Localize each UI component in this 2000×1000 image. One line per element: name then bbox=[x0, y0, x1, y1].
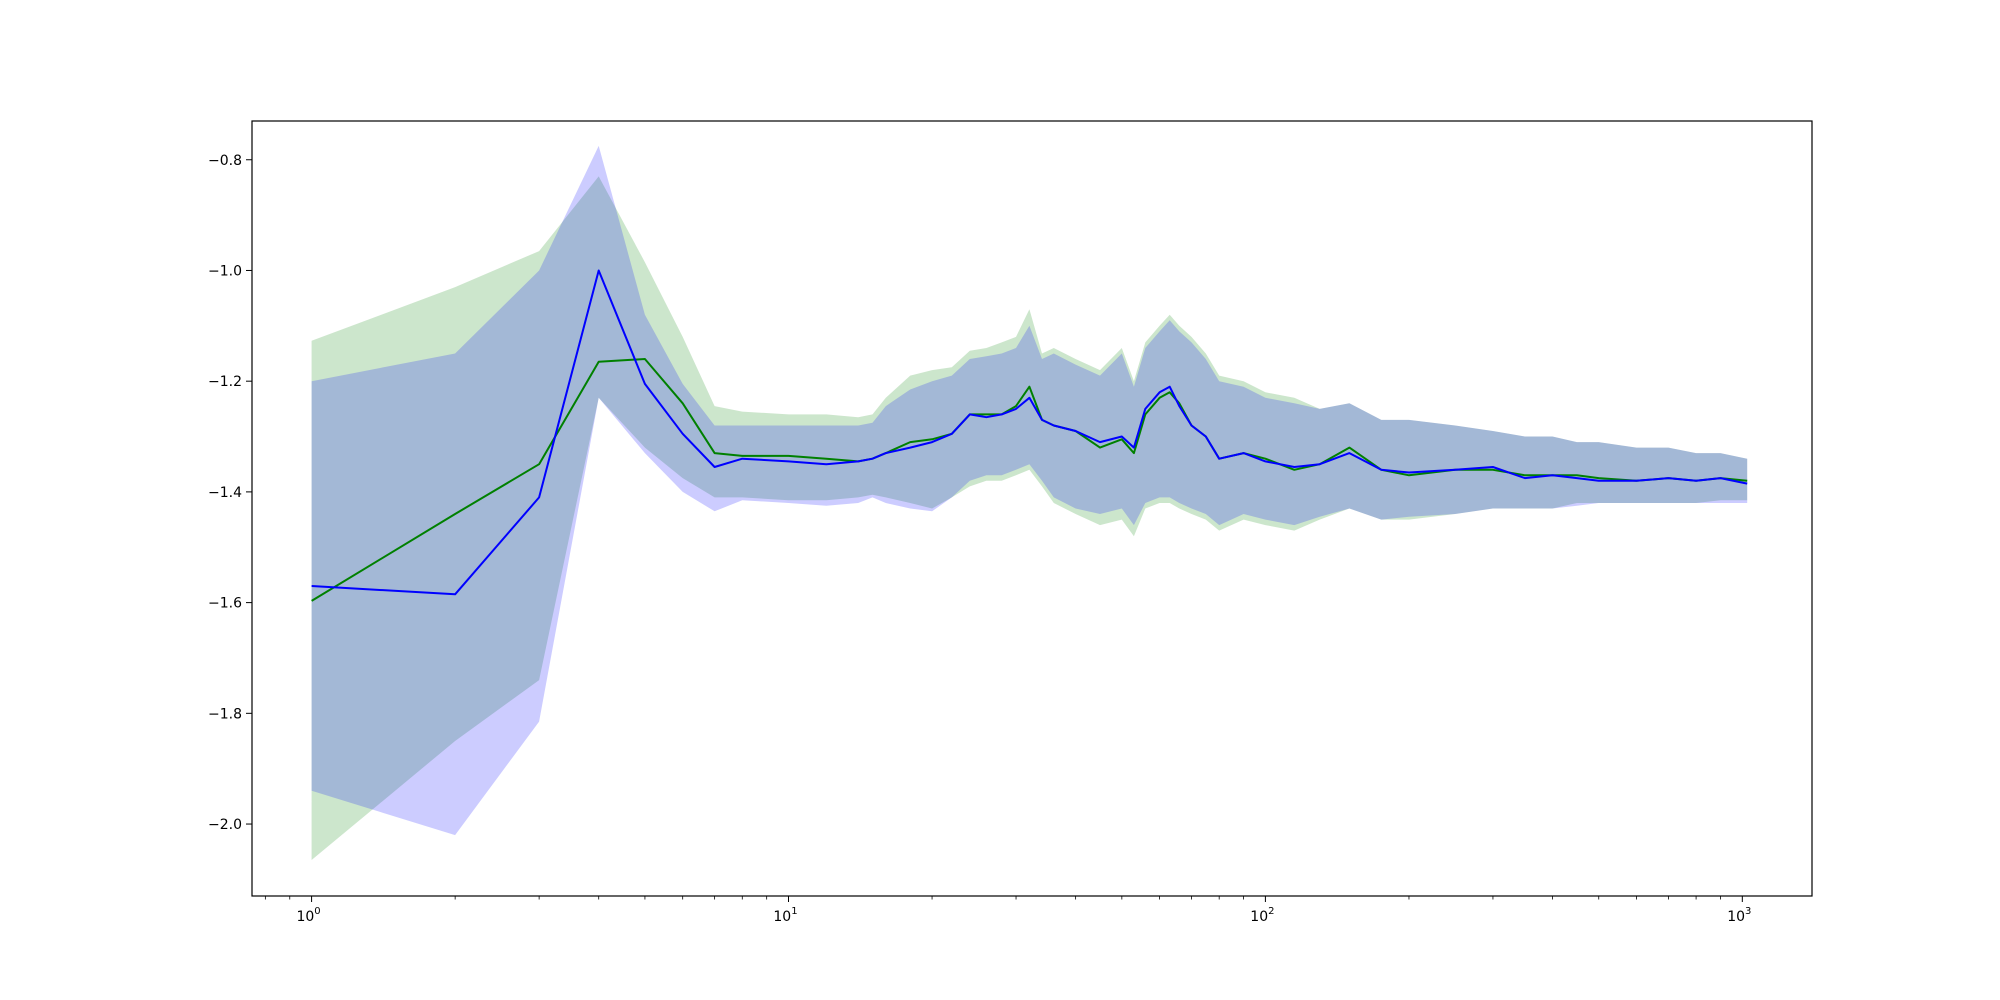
confidence-bands bbox=[311, 145, 1748, 860]
series-lines bbox=[311, 269, 1748, 602]
y-tick-label-6: −2.0 bbox=[208, 817, 242, 833]
y-tick-label-4: −1.6 bbox=[208, 596, 242, 612]
y-tick-label-1: −1.0 bbox=[208, 263, 242, 279]
plot-frame bbox=[251, 120, 1813, 897]
y-axis: −0.8 −1.0 −1.2 −1.4 −1.6 −1.8 −2.0 bbox=[208, 153, 252, 833]
y-tick-label-3: −1.4 bbox=[208, 485, 242, 501]
y-tick-label-0: −0.8 bbox=[208, 153, 242, 169]
series-2-confidence-band bbox=[311, 145, 1748, 836]
y-tick-label-2: −1.2 bbox=[208, 374, 242, 390]
y-tick-label-5: −1.8 bbox=[208, 706, 242, 722]
series-2-mean-line bbox=[311, 269, 1748, 596]
series-1-confidence-band bbox=[311, 176, 1748, 860]
